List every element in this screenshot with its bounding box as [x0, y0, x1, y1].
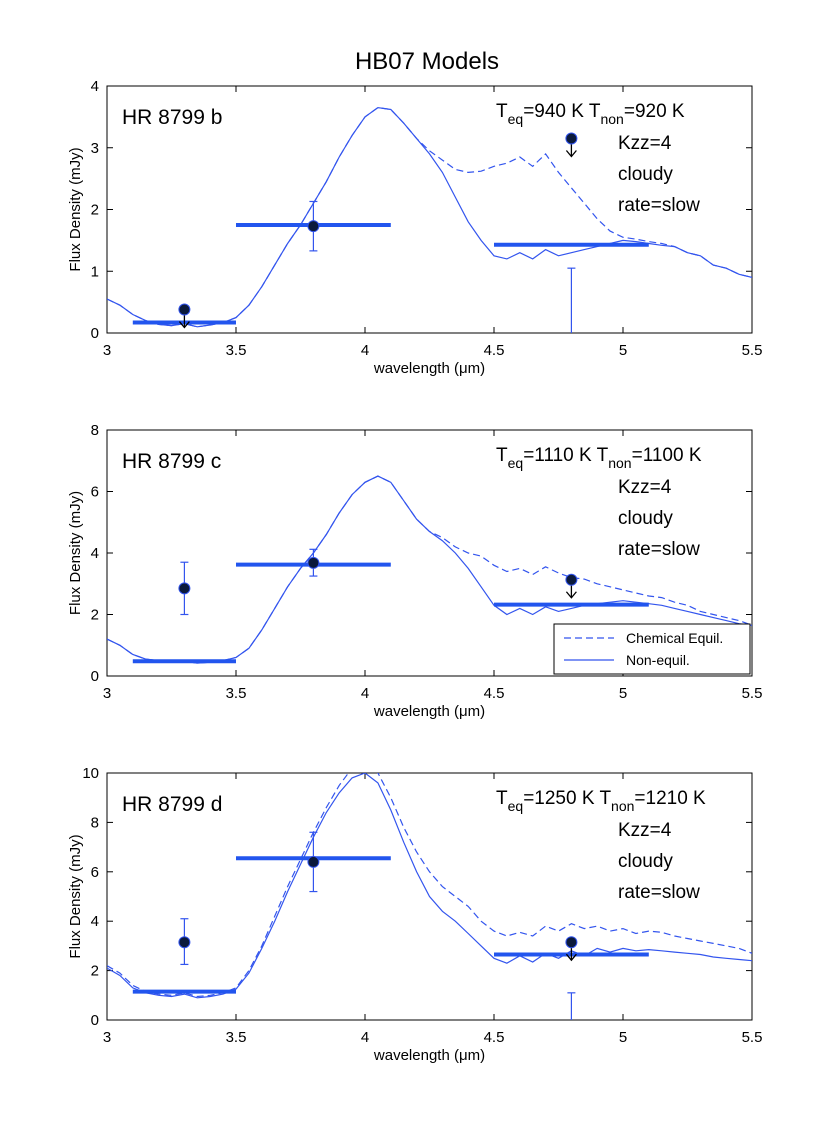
legend: Chemical Equil. Non-equil.: [553, 623, 751, 675]
x-tick-label: 4.5: [484, 342, 505, 359]
temperature-annotation: Teq=1110 K Tnon=1100 K: [496, 445, 702, 471]
temperature-annotation-part: =1210 K: [634, 788, 706, 809]
x-tick-label: 4.5: [484, 685, 505, 702]
x-tick-label: 5: [619, 342, 627, 359]
y-tick-label: 0: [91, 325, 99, 342]
x-tick-label: 4.5: [484, 1029, 505, 1046]
temperature-annotation: Teq=940 K Tnon=920 K: [496, 101, 685, 127]
x-tick-label: 3: [103, 685, 111, 702]
y-tick-label: 4: [91, 913, 99, 930]
temperature-annotation-part: non: [600, 111, 623, 127]
temperature-annotation-part: T: [496, 101, 508, 122]
data-point: [178, 582, 191, 595]
x-tick-label: 5: [619, 685, 627, 702]
y-tick-label: 3: [91, 140, 99, 157]
legend-label-chemical-equil: Chemical Equil.: [626, 630, 723, 646]
y-tick-label: 8: [91, 814, 99, 831]
x-tick-label: 4: [361, 1029, 369, 1046]
x-tick-label: 5.5: [742, 685, 763, 702]
upper-limit-arrowhead: [565, 953, 577, 962]
x-tick-label: 4: [361, 342, 369, 359]
panel-label: HR 8799 c: [122, 450, 221, 473]
upper-limit-arrowhead: [178, 321, 190, 329]
y-tick-label: 2: [91, 202, 99, 219]
y-tick-label: 6: [91, 484, 99, 501]
x-tick-label: 3: [103, 342, 111, 359]
y-tick-label: 2: [91, 963, 99, 980]
y-tick-label: 0: [91, 668, 99, 685]
x-tick-label: 4: [361, 685, 369, 702]
temperature-annotation-part: T: [496, 788, 508, 809]
data-point: [178, 303, 191, 316]
series-line-non-equil: [107, 773, 752, 999]
y-tick-label: 0: [91, 1012, 99, 1029]
cloud-annotation: cloudy: [618, 164, 673, 185]
data-point: [178, 936, 191, 949]
panel-label: HR 8799 d: [122, 793, 222, 816]
legend-box: [553, 623, 751, 675]
temperature-annotation-part: non: [608, 455, 631, 471]
figure-title: HB07 Models: [355, 48, 499, 75]
x-tick-label: 5.5: [742, 342, 763, 359]
temperature-annotation-part: T: [496, 445, 508, 466]
x-axis-label: wavelength (μm): [373, 703, 485, 720]
x-tick-label: 3.5: [226, 342, 247, 359]
cloud-annotation: cloudy: [618, 508, 673, 529]
y-axis-label: Flux Density (mJy): [67, 491, 84, 615]
x-tick-label: 3: [103, 1029, 111, 1046]
legend-label-non-equil: Non-equil.: [626, 652, 690, 668]
temperature-annotation-part: =1100 K: [632, 445, 702, 466]
y-axis-label: Flux Density (mJy): [67, 147, 84, 271]
data-point: [307, 855, 320, 868]
temperature-annotation-part: non: [611, 798, 634, 814]
x-tick-label: 3.5: [226, 685, 247, 702]
temperature-annotation-part: eq: [508, 798, 524, 814]
x-axis-label: wavelength (μm): [373, 1047, 485, 1064]
plot-area: [107, 773, 752, 1020]
series-line-chemical-equil: [107, 773, 752, 998]
chart-panel-2: 3 3.5 4 4.5 5 5.5 0 2 4 6 8 wavelength (μm) Flux Den…: [67, 422, 762, 720]
y-tick-label: 4: [91, 545, 99, 562]
y-tick-label: 10: [82, 765, 99, 782]
plot-area: [107, 475, 752, 664]
y-tick-label: 2: [91, 607, 99, 624]
x-tick-label: 3.5: [226, 1029, 247, 1046]
temperature-annotation-part: eq: [508, 455, 524, 471]
temperature-annotation-part: =920 K: [624, 101, 685, 122]
rate-annotation: rate=slow: [618, 539, 700, 560]
plot-area: [107, 106, 752, 333]
data-point: [307, 556, 320, 569]
temperature-annotation-part: eq: [508, 111, 524, 127]
x-tick-label: 5.5: [742, 1029, 763, 1046]
y-axis-label: Flux Density (mJy): [67, 834, 84, 958]
kzz-annotation: Kzz=4: [618, 820, 672, 841]
data-point: [565, 936, 578, 949]
temperature-annotation: Teq=1250 K Tnon=1210 K: [496, 788, 706, 814]
x-tick-label: 5: [619, 1029, 627, 1046]
data-point: [565, 573, 578, 586]
temperature-annotation-part: =1250 K T: [523, 788, 611, 809]
upper-limit-arrowhead: [565, 150, 577, 158]
upper-limit-arrowhead: [565, 591, 577, 599]
rate-annotation: rate=slow: [618, 195, 700, 216]
temperature-annotation-part: =940 K T: [523, 101, 601, 122]
chart-panel-3: 3 3.5 4 4.5 5 5.5 0 2 4 6 8 10 wavelength (μm) Flux D…: [67, 765, 763, 1064]
x-axis-label: wavelength (μm): [373, 360, 485, 377]
y-tick-label: 1: [91, 263, 99, 280]
panel-label: HR 8799 b: [122, 106, 222, 129]
rate-annotation: rate=slow: [618, 882, 700, 903]
axes-frame: [106, 772, 753, 1021]
cloud-annotation: cloudy: [618, 851, 673, 872]
kzz-annotation: Kzz=4: [618, 477, 672, 498]
y-tick-label: 4: [91, 78, 99, 95]
data-point: [565, 132, 578, 145]
kzz-annotation: Kzz=4: [618, 133, 672, 154]
y-tick-label: 6: [91, 864, 99, 881]
temperature-annotation-part: =1110 K T: [523, 445, 608, 466]
y-tick-label: 8: [91, 422, 99, 439]
data-point: [307, 220, 320, 233]
